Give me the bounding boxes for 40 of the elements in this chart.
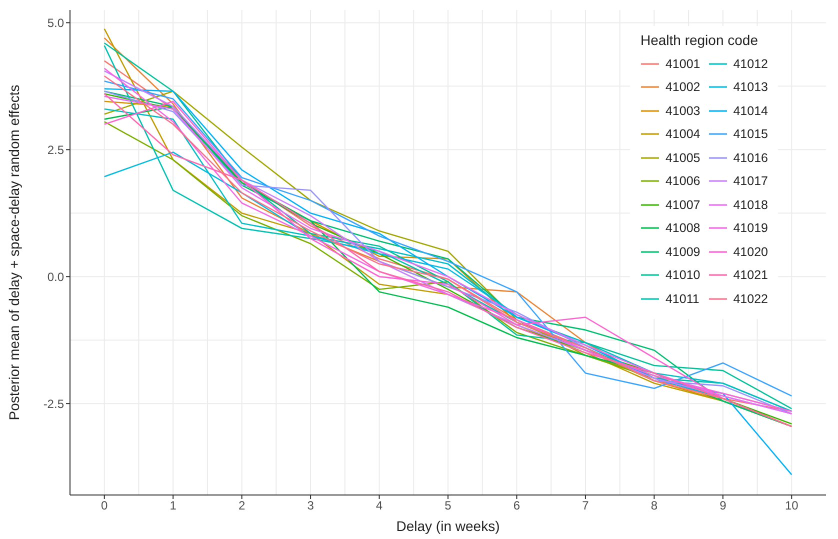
legend-label: 41020 <box>733 244 768 259</box>
legend-label: 41008 <box>665 221 700 236</box>
x-tick-label: 5 <box>444 498 452 513</box>
legend-label: 41019 <box>733 221 768 236</box>
x-tick-label: 7 <box>582 498 590 513</box>
legend-label: 41010 <box>665 268 700 282</box>
legend-label: 41013 <box>733 80 768 94</box>
legend-label: 41004 <box>665 127 700 142</box>
y-tick-label: -2.5 <box>43 396 64 411</box>
x-tick-label: 10 <box>784 498 799 513</box>
x-axis-title: Delay (in weeks) <box>396 518 500 534</box>
legend-label: 41006 <box>665 174 700 188</box>
legend-label: 41018 <box>733 198 768 212</box>
legend-label: 41007 <box>665 198 700 212</box>
legend-label: 41014 <box>733 104 768 118</box>
legend-label: 41017 <box>733 174 768 188</box>
x-tick-label: 2 <box>238 498 246 513</box>
x-tick-label: 8 <box>650 498 658 513</box>
x-tick-label: 4 <box>376 498 383 513</box>
legend-label: 41012 <box>733 56 768 71</box>
legend-label: 41016 <box>733 150 768 165</box>
x-tick-label: 0 <box>101 498 108 513</box>
legend-label: 41011 <box>665 292 700 306</box>
x-tick-label: 6 <box>513 498 520 513</box>
legend-label: 41021 <box>733 268 768 282</box>
legend-label: 41009 <box>665 244 700 259</box>
x-tick-label: 9 <box>720 498 727 513</box>
x-tick-label: 1 <box>170 498 177 513</box>
legend-label: 41022 <box>733 292 768 306</box>
legend-label: 41002 <box>665 80 700 94</box>
y-tick-label: 5.0 <box>47 16 64 30</box>
y-axis-title: Posterior mean of delay + space-delay random effects <box>6 84 22 420</box>
legend-label: 41003 <box>665 104 700 118</box>
y-tick-label: 2.5 <box>47 142 64 157</box>
legend-label: 41015 <box>733 127 768 142</box>
y-tick-label: 0.0 <box>47 270 64 284</box>
legend-title: Health region code <box>640 32 759 48</box>
x-tick-label: 3 <box>307 498 314 513</box>
legend-label: 41001 <box>665 56 700 71</box>
legend-label: 41005 <box>665 150 700 165</box>
